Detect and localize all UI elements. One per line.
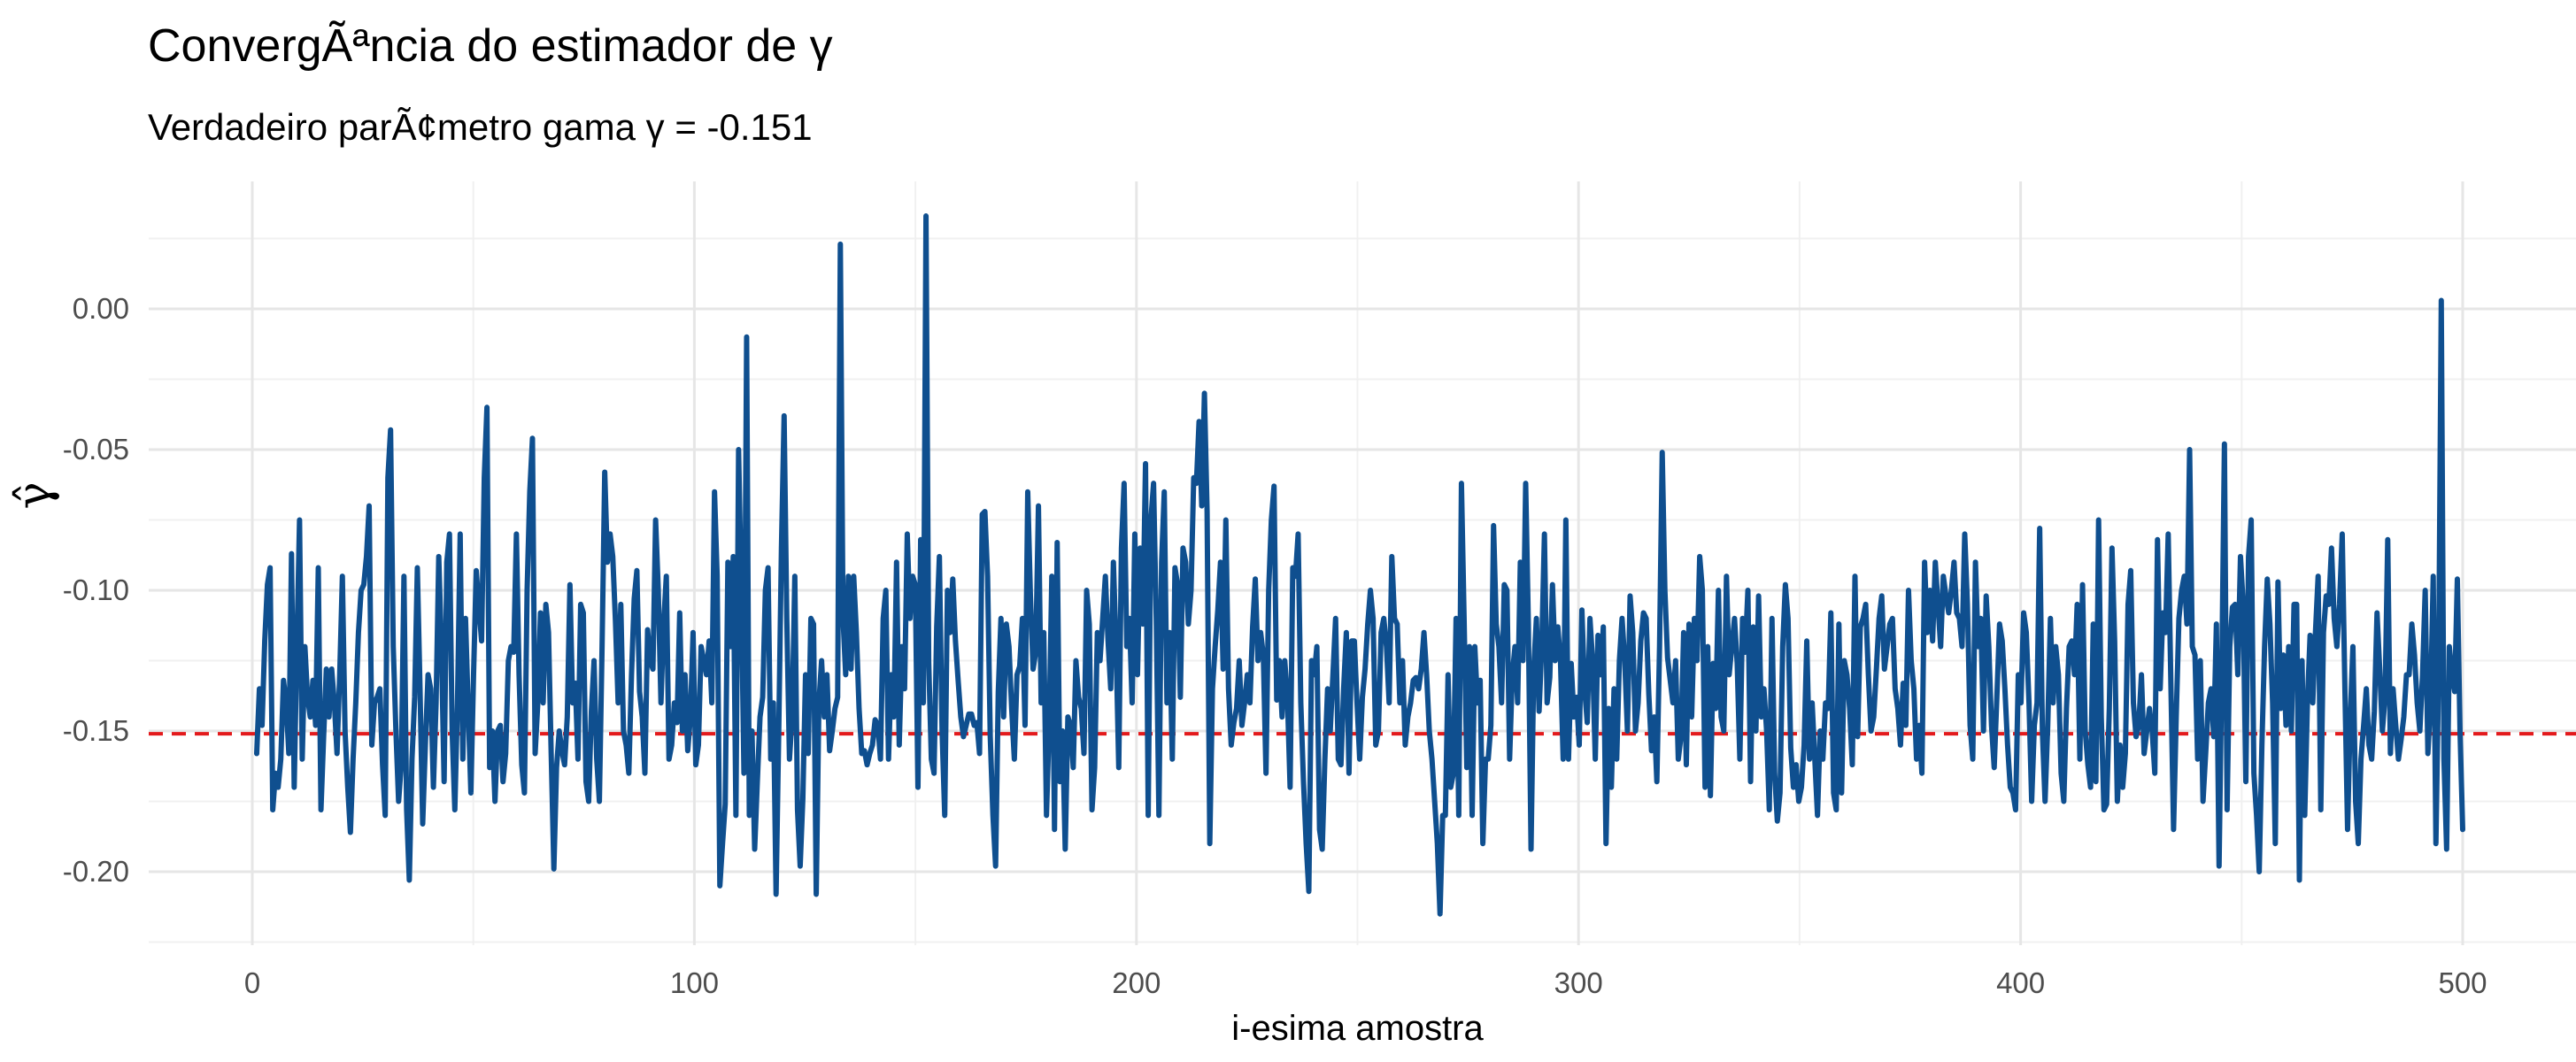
y-tick-label: -0.05	[63, 433, 129, 466]
x-axis-tick-labels: 0 100 200 300 400 500	[244, 966, 2487, 999]
y-axis-tick-labels: 0.00 -0.05 -0.10 -0.15 -0.20	[63, 292, 129, 888]
x-tick-label: 300	[1554, 966, 1603, 999]
x-axis-title: i-esima amostra	[1231, 1009, 1484, 1048]
y-tick-label: 0.00	[73, 292, 129, 325]
chart-subtitle: Verdadeiro parÃ¢metro gama γ = -0.151	[148, 106, 813, 148]
y-tick-label: -0.20	[63, 855, 129, 888]
y-axis-title: γ̂	[8, 481, 61, 509]
y-tick-label: -0.10	[63, 573, 129, 606]
minor-grid	[149, 181, 2576, 945]
x-tick-label: 400	[1996, 966, 2045, 999]
chart-title: ConvergÃªncia do estimador de γ	[148, 20, 833, 72]
x-tick-label: 0	[244, 966, 260, 999]
x-tick-label: 500	[2438, 966, 2487, 999]
y-tick-label: -0.15	[63, 714, 129, 747]
major-grid	[149, 181, 2576, 945]
x-tick-label: 100	[670, 966, 719, 999]
x-tick-label: 200	[1112, 966, 1161, 999]
estimator-series-line	[253, 213, 2465, 917]
